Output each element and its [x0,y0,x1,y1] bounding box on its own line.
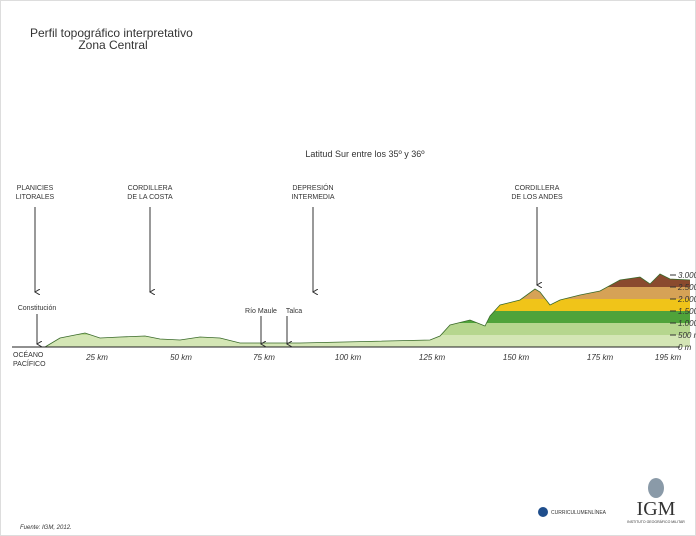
regions: PLANICIES LITORALES CORDILLERA DE LA COSTA D… [16,183,563,201]
source: Fuente: IGM, 2012. [20,525,72,531]
place-label: Constitución [18,305,57,312]
region-label: LITORALES [16,194,55,201]
logo-text: CURRICULUMENLÍNEA [551,509,607,516]
region-label: DE LOS ANDES [511,194,563,201]
ocean-label: PACÍFICO [13,359,46,368]
profile [0,260,696,347]
elevation-label: 0 m [678,343,692,352]
logo-text: IGM [637,498,676,520]
distance-labels: 25 km 50 km 75 km 100 km 125 km 150 km 175 km 1… [85,353,681,362]
distance-label: 175 km [587,353,614,362]
distance-label: 125 km [419,353,446,362]
region-label: PLANICIES [17,185,54,192]
frame [1,1,696,536]
elevation-label: 2.000 m [677,295,696,304]
distance-label: 150 km [503,353,530,362]
place-label: Talca [286,308,302,315]
place-label: Río Maule [245,308,277,315]
page: Perfil topográfico interpretativo Zona C… [0,0,696,536]
region-label: CORDILLERA [515,185,560,192]
region-label: CORDILLERA [128,185,173,192]
elevation-label: 1.000 m [678,319,696,328]
logo-icon [538,507,548,517]
region-label: DEPRESIÓN [292,183,333,192]
axis-title: Latitud Sur entre los 35º y 36º [305,149,425,159]
logo-icon [648,478,664,498]
distance-label: 100 km [335,353,362,362]
region-label: INTERMEDIA [291,194,335,201]
logo-subtext: INSTITUTO GEOGRÁFICO MILITAR [627,520,685,524]
ocean-label: OCÉANO [13,350,44,359]
region-label: DE LA COSTA [127,194,173,201]
subtitle: Zona Central [78,38,147,52]
elevation-label: 500 m [678,331,696,340]
distance-label: 50 km [170,353,192,362]
distance-label: 25 km [85,353,108,362]
distance-label: 75 km [253,353,275,362]
elevation-label: 2.500 m [677,283,696,292]
distance-label: 195 km [655,353,682,362]
elevation-label: 1.500 m [678,307,696,316]
elevation-label: 3.000 m [678,271,696,280]
